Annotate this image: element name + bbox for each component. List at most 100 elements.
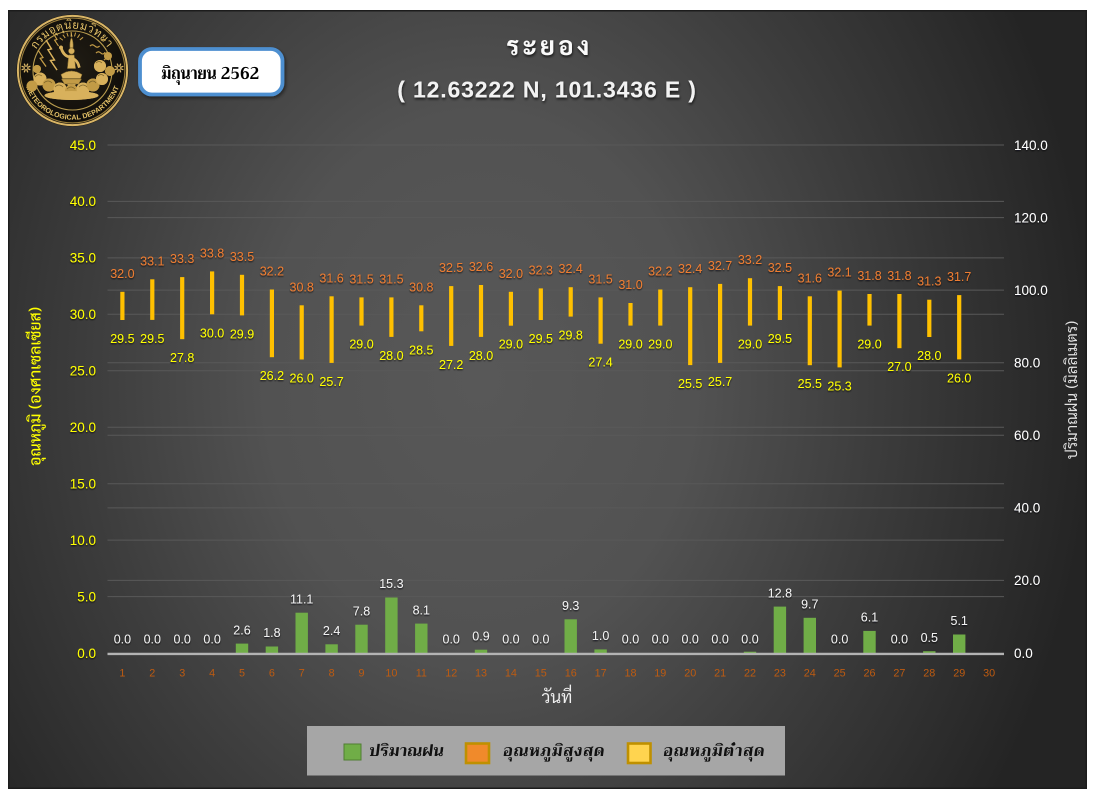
svg-text:0.0: 0.0 (711, 633, 728, 647)
svg-text:31.6: 31.6 (319, 271, 343, 285)
svg-text:26: 26 (863, 668, 875, 680)
svg-text:0.0: 0.0 (682, 633, 699, 647)
svg-text:17: 17 (595, 668, 607, 680)
svg-text:26.0: 26.0 (947, 372, 971, 386)
svg-text:31.0: 31.0 (618, 278, 642, 292)
svg-text:0.0: 0.0 (174, 633, 191, 647)
svg-text:19: 19 (654, 668, 666, 680)
svg-text:140.0: 140.0 (1014, 138, 1048, 153)
svg-text:13: 13 (475, 668, 487, 680)
svg-text:28: 28 (923, 668, 935, 680)
svg-text:2.4: 2.4 (323, 624, 340, 638)
svg-text:29.0: 29.0 (648, 338, 672, 352)
svg-text:1: 1 (119, 668, 125, 680)
svg-text:29.8: 29.8 (559, 329, 583, 343)
svg-text:0.0: 0.0 (502, 633, 519, 647)
svg-text:31.3: 31.3 (917, 275, 941, 289)
svg-text:31.5: 31.5 (379, 272, 403, 286)
svg-text:15: 15 (535, 668, 547, 680)
svg-text:21: 21 (714, 668, 726, 680)
svg-text:27.4: 27.4 (588, 356, 612, 370)
svg-text:6: 6 (269, 668, 275, 680)
svg-text:11: 11 (416, 668, 427, 680)
svg-text:32.1: 32.1 (827, 266, 851, 280)
svg-text:25.5: 25.5 (798, 377, 822, 391)
svg-text:11.1: 11.1 (290, 592, 313, 606)
svg-text:0.0: 0.0 (741, 633, 758, 647)
svg-text:32.7: 32.7 (708, 259, 732, 273)
svg-text:26.2: 26.2 (260, 369, 284, 383)
svg-text:10: 10 (385, 668, 397, 680)
svg-text:29.5: 29.5 (110, 332, 134, 346)
svg-text:33.3: 33.3 (170, 252, 194, 266)
svg-text:15.3: 15.3 (379, 577, 403, 591)
svg-text:80.0: 80.0 (1014, 356, 1040, 371)
svg-text:12: 12 (445, 668, 457, 680)
svg-text:29.5: 29.5 (529, 332, 553, 346)
svg-text:45.0: 45.0 (70, 138, 96, 153)
svg-text:0.0: 0.0 (77, 646, 96, 661)
svg-text:31.8: 31.8 (857, 269, 881, 283)
svg-text:29.0: 29.0 (618, 338, 642, 352)
svg-text:33.5: 33.5 (230, 250, 254, 264)
svg-text:8: 8 (329, 668, 335, 680)
svg-text:30.0: 30.0 (200, 326, 224, 340)
svg-text:3: 3 (179, 668, 185, 680)
svg-text:0.0: 0.0 (443, 633, 460, 647)
svg-text:2.6: 2.6 (233, 623, 250, 637)
svg-text:32.4: 32.4 (559, 262, 583, 276)
svg-text:32.2: 32.2 (648, 265, 672, 279)
svg-text:5.1: 5.1 (951, 614, 968, 628)
svg-text:4: 4 (209, 668, 215, 680)
svg-text:7.8: 7.8 (353, 604, 370, 618)
svg-text:25.5: 25.5 (678, 377, 702, 391)
svg-text:100.0: 100.0 (1014, 283, 1048, 298)
svg-text:0.0: 0.0 (622, 633, 639, 647)
svg-text:1.0: 1.0 (592, 629, 609, 643)
svg-text:30: 30 (983, 668, 995, 680)
svg-text:9.3: 9.3 (562, 599, 579, 613)
svg-text:29.5: 29.5 (140, 332, 164, 346)
svg-text:32.6: 32.6 (469, 260, 493, 274)
svg-text:33.2: 33.2 (738, 253, 762, 267)
svg-text:31.7: 31.7 (947, 270, 971, 284)
svg-text:32.3: 32.3 (529, 263, 553, 277)
svg-text:32.4: 32.4 (678, 262, 702, 276)
svg-text:0.0: 0.0 (114, 633, 131, 647)
svg-text:31.6: 31.6 (798, 271, 822, 285)
svg-text:6.1: 6.1 (861, 611, 878, 625)
svg-text:28.0: 28.0 (379, 349, 403, 363)
svg-text:14: 14 (505, 668, 517, 680)
svg-text:22: 22 (744, 668, 756, 680)
svg-text:20: 20 (684, 668, 696, 680)
svg-text:20.0: 20.0 (70, 420, 96, 435)
svg-text:18: 18 (624, 668, 636, 680)
svg-text:33.1: 33.1 (140, 254, 164, 268)
svg-text:28.0: 28.0 (917, 349, 941, 363)
svg-text:32.5: 32.5 (439, 261, 463, 275)
svg-text:5.0: 5.0 (77, 589, 96, 604)
svg-text:29.9: 29.9 (230, 328, 254, 342)
svg-text:40.0: 40.0 (1014, 501, 1040, 516)
svg-text:0.0: 0.0 (891, 633, 908, 647)
svg-text:27: 27 (893, 668, 905, 680)
svg-text:30.8: 30.8 (409, 280, 433, 294)
svg-text:0.0: 0.0 (144, 633, 161, 647)
svg-text:30.0: 30.0 (70, 307, 96, 322)
svg-text:32.0: 32.0 (110, 267, 134, 281)
svg-text:0.0: 0.0 (1014, 646, 1033, 661)
svg-text:28.5: 28.5 (409, 343, 433, 357)
svg-text:7: 7 (299, 668, 305, 680)
svg-text:0.5: 0.5 (921, 631, 938, 645)
svg-text:60.0: 60.0 (1014, 428, 1040, 443)
svg-text:27.0: 27.0 (887, 360, 911, 374)
svg-text:40.0: 40.0 (70, 194, 96, 209)
svg-text:5: 5 (239, 668, 245, 680)
svg-text:0.0: 0.0 (652, 633, 669, 647)
svg-text:27.2: 27.2 (439, 358, 463, 372)
svg-text:9: 9 (358, 668, 364, 680)
svg-text:29.0: 29.0 (499, 338, 523, 352)
svg-text:25.3: 25.3 (827, 379, 851, 393)
svg-text:10.0: 10.0 (70, 533, 96, 548)
svg-text:( 12.63222 N, 101.3436 E ): ( 12.63222 N, 101.3436 E ) (397, 77, 697, 103)
